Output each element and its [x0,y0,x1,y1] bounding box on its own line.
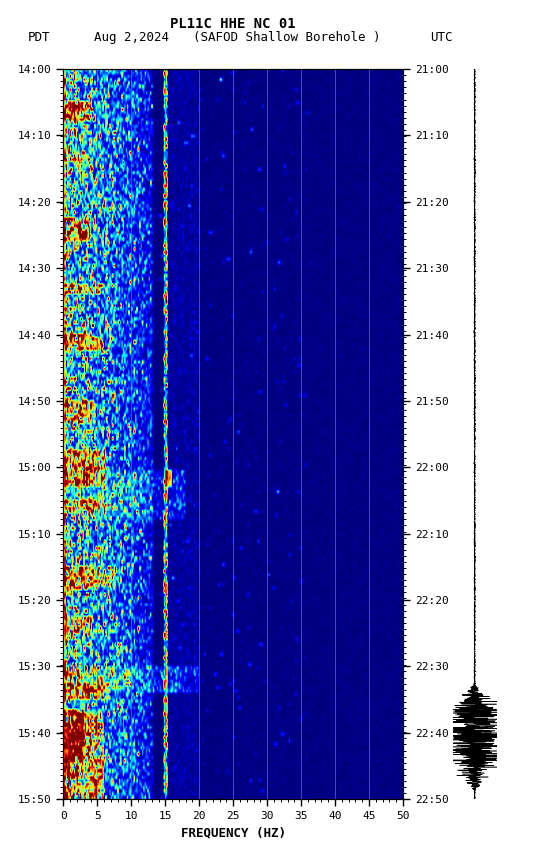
Text: PDT: PDT [28,30,50,44]
Text: (SAFOD Shallow Borehole ): (SAFOD Shallow Borehole ) [193,30,381,44]
Text: UTC: UTC [431,30,453,44]
X-axis label: FREQUENCY (HZ): FREQUENCY (HZ) [181,827,286,840]
Text: PL11C HHE NC 01: PL11C HHE NC 01 [171,17,296,31]
Text: Aug 2,2024: Aug 2,2024 [94,30,169,44]
